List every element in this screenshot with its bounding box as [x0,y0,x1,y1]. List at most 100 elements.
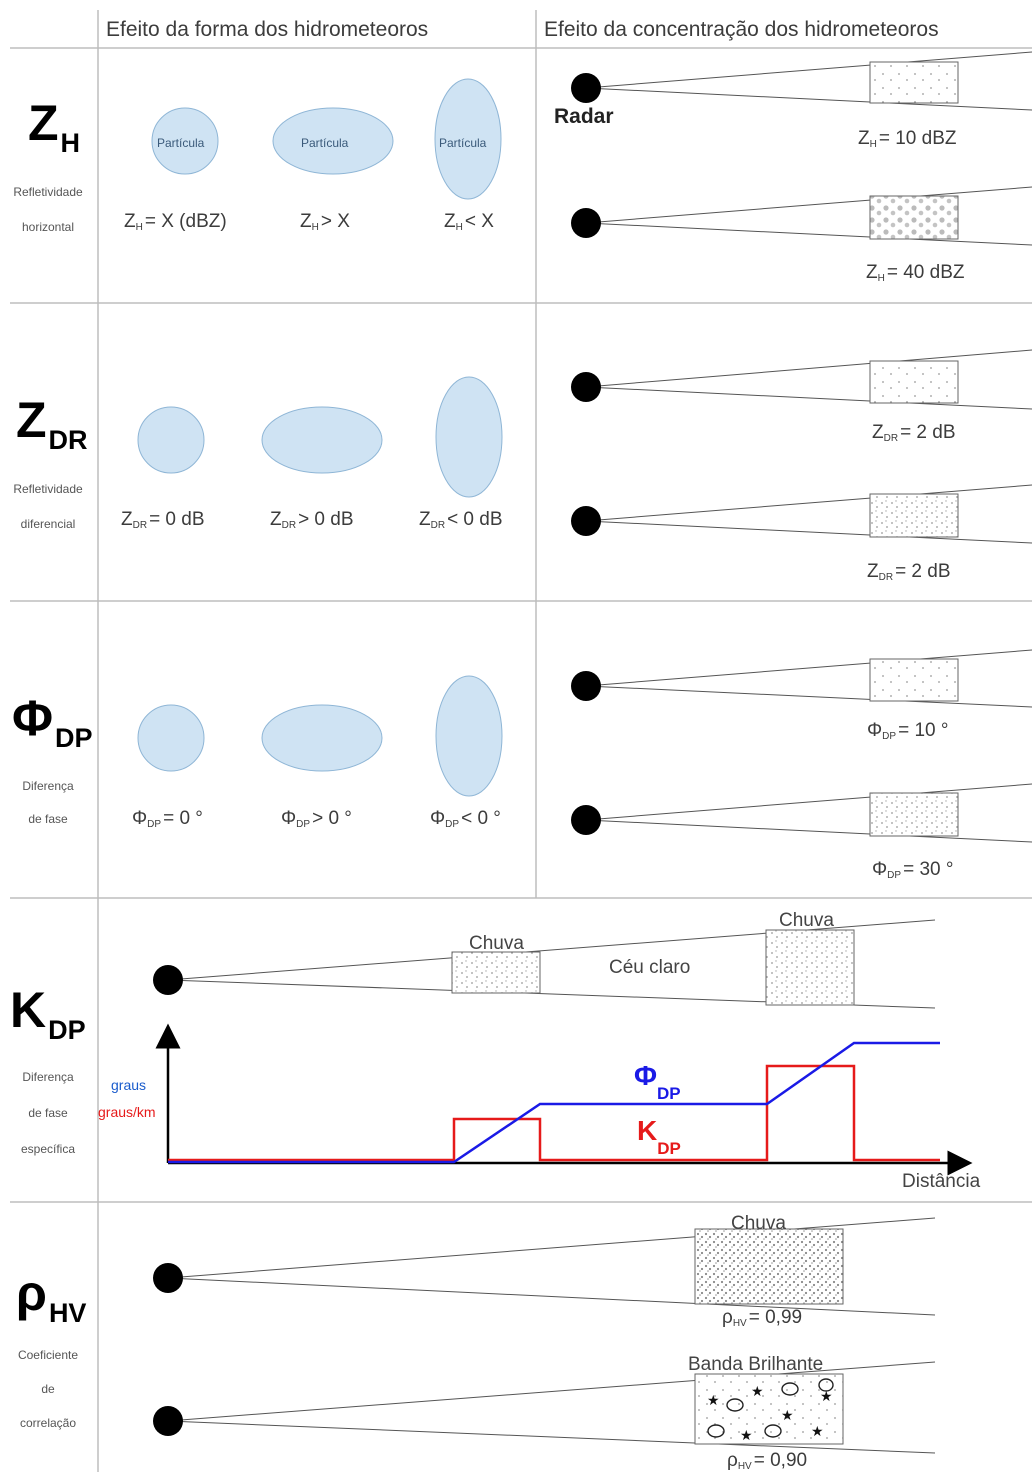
label-sub: DR [430,520,446,531]
axis-units-k: graus/km [98,1104,156,1120]
legend-sub: DP [656,1084,681,1103]
label-rest: < 0 ° [461,808,501,829]
zh-conc-label-2: ZH = 40 dBZ [866,262,964,284]
desc-rhohv-1: Coeficiente [17,1348,79,1362]
particle-label: Partícula [157,136,205,150]
beams-zdr [585,349,1032,544]
label-sub: H [311,222,319,233]
label-rest: < X [464,211,494,232]
clear-sky-label: Céu claro [609,957,691,978]
label-symbol: Φ [281,808,297,829]
label-sub: DP [147,819,162,830]
label-symbol: Z [270,509,282,530]
label-sub: DR [132,520,148,531]
label-sub: H [135,222,143,233]
label-symbol: Z [867,561,879,582]
label-symbol: Φ [430,808,446,829]
zh-shape-label-3: ZH < X [444,211,494,233]
label-sub: DR [878,572,894,583]
symbol-main: Z [28,95,59,151]
label-sub: DR [883,433,899,444]
label-symbol: Z [872,422,884,443]
particle-oblate [272,107,394,175]
desc-phidp-1: Diferença [22,779,74,793]
label-rest: = 2 dB [895,561,951,582]
beams-zh [585,51,1032,246]
svg-text:★: ★ [751,1384,764,1400]
particle-sphere [137,406,205,474]
label-rest: > 0 dB [298,509,354,530]
particle-sphere [151,107,219,175]
label-rest: > 0 ° [312,808,352,829]
label-sub: H [455,222,463,233]
legend-symbol: Φ [634,1060,657,1091]
legend-sub: DP [657,1139,681,1158]
symbol-main: Z [16,392,47,448]
label-rest: = 0,99 [748,1307,803,1328]
desc-zdr-2: diferencial [20,517,76,531]
label-sub: H [869,139,877,150]
desc-zdr-1: Refletividade [13,482,83,496]
label-sub: HV [737,1461,752,1472]
label-symbol: ρ [722,1307,733,1328]
rhohv-conc-label-2: ρHV = 0,90 [727,1450,807,1472]
axis-x-label: Distância [902,1171,981,1192]
phidp-conc-label-1: ΦDP = 10 ° [867,720,948,742]
axis-units-phi: graus [111,1077,147,1093]
svg-text:★: ★ [707,1393,720,1409]
bright-band-label: Banda Brilhante [688,1354,824,1375]
desc-rhohv-2: de [41,1382,55,1396]
header-concentration: Efeito da concentração dos hidrometeoros [544,18,939,41]
symbol-phidp: ΦDP [12,693,93,752]
zdr-shape-label-1: ZDR = 0 dB [121,509,205,531]
label-sub: DR [281,520,297,531]
radar-dots [571,73,601,835]
label-rest: = 0 ° [163,808,203,829]
label-symbol: Z [124,211,136,232]
radar-label: Radar [554,105,614,128]
label-rest: < 0 dB [447,509,503,530]
rain-label: Chuva [779,910,834,931]
phi-dp-curve [168,1041,940,1164]
zh-conc-label-1: ZH = 10 dBZ [858,128,956,150]
particle-label: Partícula [301,136,349,150]
beam-kdp [167,919,936,1009]
label-symbol: Φ [867,720,883,741]
label-symbol: Z [858,128,870,149]
grid-lines [10,10,1032,1472]
radar-dot [153,1263,183,1293]
zdr-shape-label-2: ZDR > 0 dB [270,509,354,531]
k-dp-legend: KDP [637,1115,681,1158]
svg-text:★: ★ [781,1408,794,1424]
label-sub: DP [445,819,460,830]
label-rest: = 40 dBZ [886,262,965,283]
rain-label: Chuva [469,933,524,954]
particle-sphere [137,704,205,772]
desc-kdp-1: Diferença [22,1070,74,1084]
symbol-sub: H [60,128,81,158]
symbol-sub: DR [48,425,88,455]
label-sub: HV [732,1318,747,1329]
label-symbol: Φ [872,859,888,880]
label-symbol: Z [866,262,878,283]
label-sub: DP [887,870,902,881]
phidp-shape-label-1: ΦDP = 0 ° [132,808,203,830]
label-rest: = 30 ° [903,859,954,880]
zdr-conc-label-2: ZDR = 2 dB [867,561,951,583]
phidp-conc-label-2: ΦDP = 30 ° [872,859,953,881]
symbol-sub: DP [55,723,93,753]
svg-text:★: ★ [820,1389,833,1405]
symbol-kdp: KDP [10,982,86,1044]
symbol-main: K [10,982,47,1038]
k-dp-curve [168,1064,940,1162]
desc-kdp-3: específica [20,1142,76,1156]
label-rest: > X [320,211,350,232]
desc-zh-2: horizontal [21,220,75,234]
label-rest: = X (dBZ) [144,211,227,232]
zh-shape-label-2: ZH > X [300,211,350,233]
label-rest: = 0,90 [753,1450,808,1471]
label-symbol: Z [444,211,456,232]
header-shape: Efeito da forma dos hidrometeoros [106,18,429,41]
svg-text:★: ★ [740,1428,753,1444]
